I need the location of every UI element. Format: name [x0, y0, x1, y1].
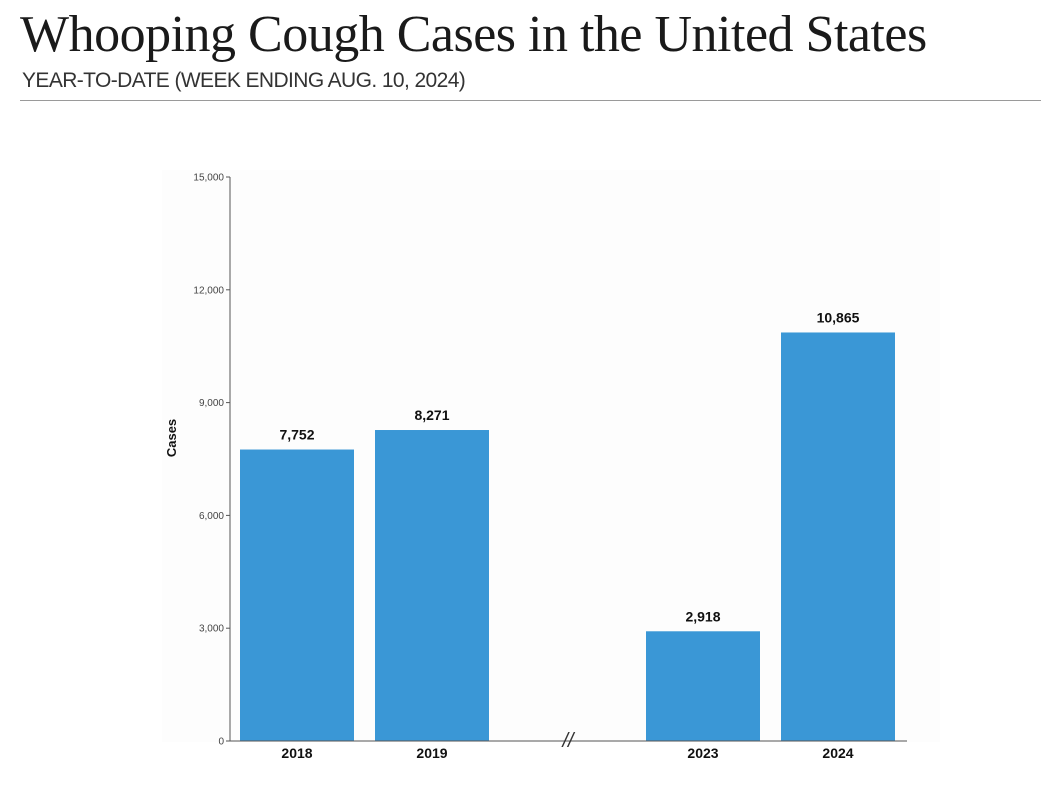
y-tick-label: 12,000 — [193, 285, 224, 296]
x-tick-label-2019: 2019 — [416, 745, 447, 761]
y-axis: 0 3,000 6,000 9,000 12,000 15,000 — [193, 173, 230, 748]
y-axis-title: Cases — [164, 419, 179, 457]
x-tick-label-2024: 2024 — [822, 745, 853, 761]
chart-subtitle: YEAR-TO-DATE (WEEK ENDING AUG. 10, 2024) — [22, 69, 466, 92]
x-tick-label-2023: 2023 — [687, 745, 718, 761]
data-label-2023: 2,918 — [685, 608, 720, 624]
x-tick-label-2018: 2018 — [281, 745, 312, 761]
chart-title: Whooping Cough Cases in the United State… — [20, 6, 927, 63]
axis-break-marker: // — [560, 730, 576, 752]
y-tick-label: 0 — [218, 737, 224, 748]
bar-2018 — [240, 449, 354, 741]
bar-2023 — [646, 631, 760, 741]
y-tick-label: 3,000 — [199, 624, 224, 635]
data-labels: 7,752 8,271 2,918 10,865 — [279, 309, 859, 624]
bars — [240, 332, 895, 741]
data-label-2019: 8,271 — [414, 407, 449, 423]
x-axis: 2018 2019 2023 2024 — [281, 745, 853, 761]
y-tick-label: 15,000 — [193, 173, 224, 184]
header-divider — [20, 100, 1041, 101]
bar-2024 — [781, 332, 895, 741]
data-label-2018: 7,752 — [279, 427, 314, 443]
bar-2019 — [375, 430, 489, 741]
y-tick-label: 6,000 — [199, 511, 224, 522]
y-tick-label: 9,000 — [199, 398, 224, 409]
data-label-2024: 10,865 — [817, 309, 860, 325]
